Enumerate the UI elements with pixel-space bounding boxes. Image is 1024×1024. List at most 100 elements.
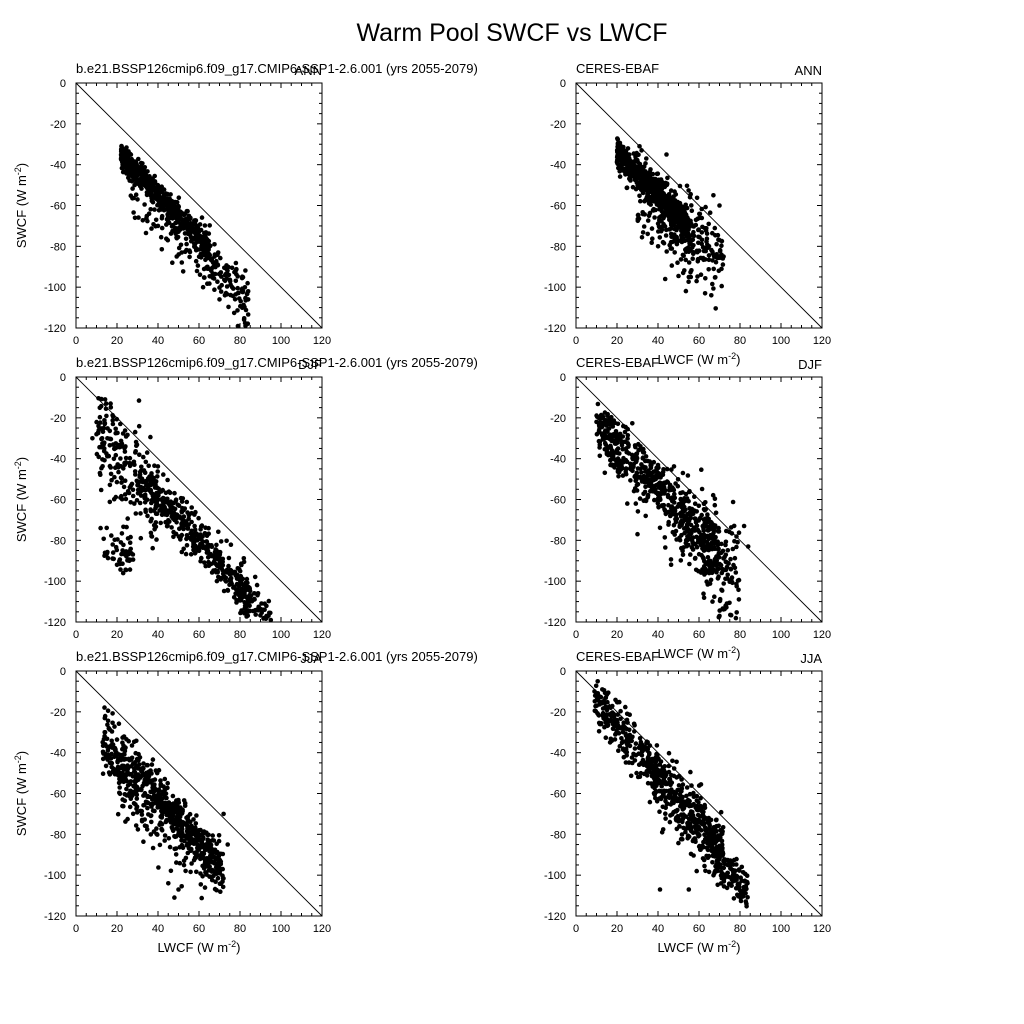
data-point [675,224,681,230]
data-point [721,568,726,573]
x-tick-label: 40 [152,629,164,641]
data-point [145,486,151,491]
data-point [110,550,116,555]
data-point [696,537,701,542]
data-point [130,186,135,191]
data-point [123,455,129,461]
data-point [150,782,156,788]
data-point [201,238,207,244]
data-point [667,777,673,782]
data-point [737,893,743,898]
data-point [122,449,128,454]
data-point [657,495,663,501]
data-point [714,823,719,829]
data-point [202,230,207,236]
data-point [168,510,173,515]
data-point [118,495,123,500]
data-point [101,536,106,542]
data-point [608,458,613,463]
data-point [702,291,708,296]
data-point [695,249,700,255]
data-point [171,534,176,540]
data-point [623,704,628,710]
data-point [148,832,154,837]
data-point [697,529,702,535]
data-point [136,423,142,429]
data-point [187,223,192,229]
data-point [717,596,723,602]
data-point [181,798,187,803]
data-point [709,569,715,574]
data-point [118,757,124,763]
data-point [129,179,135,184]
data-point [692,516,698,521]
data-point [705,847,711,853]
data-point [703,868,708,874]
data-point [187,811,193,817]
data-point [131,789,136,795]
data-point [119,531,125,536]
data-point [137,472,143,477]
data-point [594,413,599,418]
data-point [657,887,663,892]
data-point [607,416,612,422]
data-point [245,312,251,317]
data-point [231,585,236,590]
data-point [106,745,111,750]
data-point [102,705,107,710]
data-point [108,401,113,406]
scatter-points [594,401,751,621]
data-point [172,834,178,840]
data-point [642,199,647,204]
data-point [122,798,128,803]
data-point [614,447,620,453]
data-point [616,748,621,753]
data-point [699,828,704,833]
data-point [107,482,113,488]
data-point [652,758,657,764]
data-point [228,579,234,585]
data-point [730,546,736,552]
data-point [594,419,599,425]
data-point [118,456,123,461]
data-point [669,467,674,472]
x-tick-label: 0 [73,335,79,347]
data-point [737,868,742,873]
data-point [635,466,641,471]
data-point [609,448,615,453]
data-point [703,570,708,576]
data-point [153,788,158,793]
data-point [637,144,642,149]
data-point [141,793,146,798]
data-point [692,494,697,500]
data-point [643,498,649,504]
data-point [645,183,650,189]
data-point [206,832,211,838]
data-point [620,473,626,478]
data-point [121,524,126,530]
data-point [159,247,165,252]
data-point [245,580,250,586]
data-point [90,436,95,441]
panel-case-label: b.e21.BSSP126cmip6.f09_g17.CMIP6-SSP1-2.… [76,61,478,76]
data-point [686,887,692,892]
data-point [208,853,213,858]
data-point [226,563,231,569]
data-point [157,842,163,848]
data-point [707,210,713,215]
data-point [188,234,194,240]
data-point [670,485,675,490]
data-point [683,202,688,208]
data-point [226,304,231,310]
data-point [708,519,714,525]
data-point [600,706,606,711]
data-point [595,679,600,684]
data-point [165,220,171,225]
data-point [709,293,714,298]
data-point [149,516,154,522]
data-point [162,838,167,843]
data-point [691,251,696,256]
data-point [212,556,218,562]
data-point [617,162,623,168]
data-point [650,236,655,241]
